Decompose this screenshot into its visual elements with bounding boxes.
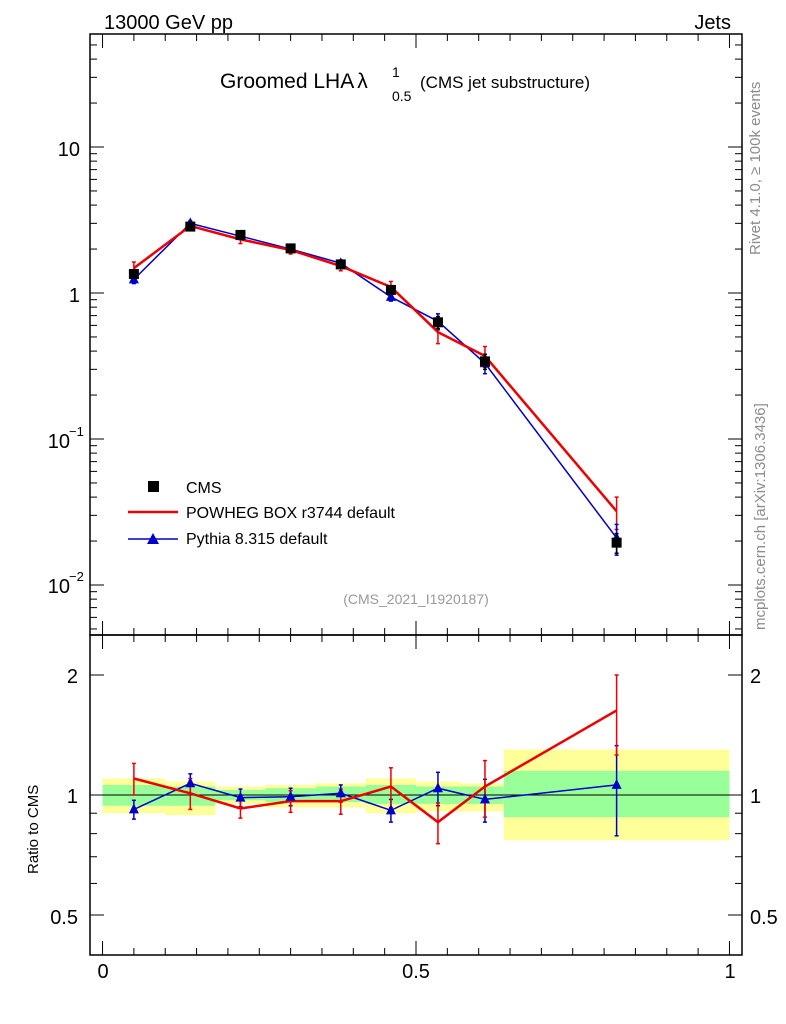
title-main: Groomed LHA bbox=[220, 70, 354, 93]
cms-point bbox=[335, 259, 346, 270]
ratio-ytick-0.5-right: 0.5 bbox=[750, 907, 778, 929]
ratio-pythia-point bbox=[185, 777, 196, 788]
cms-point bbox=[432, 317, 443, 328]
ratio-pythia-point bbox=[385, 804, 396, 815]
ytick-label-10: 10 bbox=[58, 139, 80, 161]
axis-ticks bbox=[90, 34, 742, 955]
cms-point bbox=[385, 284, 396, 295]
title-suffix: (CMS jet substructure) bbox=[420, 73, 590, 92]
header-left: 13000 GeV pp bbox=[104, 12, 233, 34]
mcplots-label: mcplots.cern.ch [arXiv:1306.3436] bbox=[752, 403, 769, 630]
ytick-label-1: 1 bbox=[69, 285, 80, 307]
header-right: Jets bbox=[694, 12, 731, 34]
xtick-label-1: 1 bbox=[724, 961, 735, 983]
ratio-ytick-labels: 2 1 0.5 2 1 0.5 bbox=[50, 666, 778, 929]
ratio-pythia-point bbox=[128, 803, 139, 814]
cms-point bbox=[235, 229, 246, 240]
powheg-line bbox=[133, 224, 618, 513]
ratio-series bbox=[128, 674, 622, 845]
analysis-id: (CMS_2021_I1920187) bbox=[343, 591, 489, 607]
main-series bbox=[128, 217, 622, 556]
ratio-pythia-point bbox=[335, 787, 346, 798]
ratio-ytick-1-right: 1 bbox=[750, 786, 761, 808]
ratio-pythia-point bbox=[611, 778, 622, 789]
legend: CMS POWHEG BOX r3744 default Pythia 8.31… bbox=[128, 480, 396, 548]
ratio-ylabel: Ratio to CMS bbox=[25, 785, 42, 874]
ytick-label-0.1: 10 bbox=[48, 431, 70, 453]
ratio-ytick-2: 2 bbox=[67, 666, 78, 688]
ratio-pythia-point bbox=[479, 793, 490, 804]
ytick-label-0.01-exp: −2 bbox=[69, 569, 84, 584]
title-sup: 1 bbox=[392, 64, 400, 80]
cms-point bbox=[128, 268, 139, 279]
ratio-ytick-0.5: 0.5 bbox=[50, 907, 78, 929]
xtick-label-0: 0 bbox=[97, 961, 108, 983]
ratio-pythia-point bbox=[432, 782, 443, 793]
ytick-label-0.1-exp: −1 bbox=[69, 424, 84, 439]
ratio-pythia-point bbox=[235, 791, 246, 802]
legend-pythia-marker bbox=[147, 533, 159, 544]
xtick-labels: 0 0.5 1 bbox=[97, 961, 735, 983]
ytick-label-0.01: 10 bbox=[48, 576, 70, 598]
ratio-pythia-point bbox=[285, 790, 296, 801]
cms-point bbox=[479, 356, 490, 367]
plot-title: Groomed LHA λ 1 0.5 (CMS jet substructure… bbox=[220, 64, 590, 104]
cms-point bbox=[185, 221, 196, 232]
pythia-point bbox=[385, 290, 396, 301]
xtick-label-0.5: 0.5 bbox=[402, 961, 430, 983]
legend-cms-label: CMS bbox=[186, 480, 222, 497]
ratio-ytick-1: 1 bbox=[67, 786, 78, 808]
rivet-label: Rivet 4.1.0, ≥ 100k events bbox=[747, 82, 764, 255]
ratio-powheg-line bbox=[133, 709, 618, 824]
cms-point bbox=[611, 537, 622, 548]
legend-powheg-label: POWHEG BOX r3744 default bbox=[186, 505, 396, 522]
title-lambda: λ bbox=[357, 70, 368, 93]
ratio-ytick-2-right: 2 bbox=[750, 666, 761, 688]
legend-cms-marker bbox=[148, 481, 159, 492]
legend-pythia-label: Pythia 8.315 default bbox=[186, 531, 328, 548]
main-ytick-labels: 10 1 10 −1 10 −2 bbox=[48, 139, 84, 598]
cms-point bbox=[285, 243, 296, 254]
title-sub: 0.5 bbox=[392, 88, 412, 104]
